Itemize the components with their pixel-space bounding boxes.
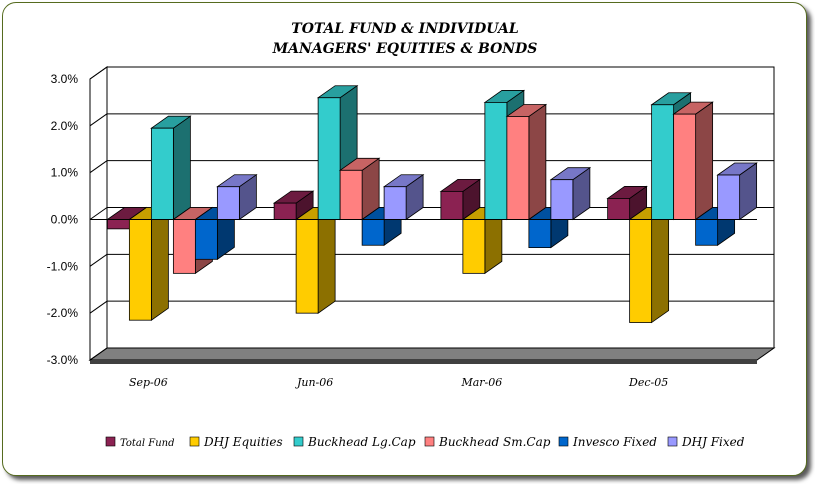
bar: [716, 162, 758, 221]
x-tick-label: Dec-05: [628, 376, 668, 389]
plot-floor: [88, 347, 776, 364]
legend-label: DHJ Equities: [203, 435, 283, 449]
bar: [382, 173, 425, 221]
legend-item: DHJ Fixed: [667, 435, 745, 449]
gridline-side: [89, 347, 108, 361]
y-tick-label: -3.0%: [47, 353, 79, 367]
bar-front: [106, 219, 130, 230]
bar-front: [128, 219, 152, 321]
bar-front: [339, 169, 363, 220]
bar-front: [361, 219, 385, 246]
bar-side: [651, 206, 670, 324]
bar-front: [629, 219, 653, 323]
legend-swatch: [293, 436, 304, 447]
legend-swatch: [424, 436, 435, 447]
gridline-side: [89, 113, 108, 127]
bar-side: [150, 206, 169, 321]
bar-front: [172, 219, 196, 274]
bar-front: [506, 116, 530, 220]
bar-front: [295, 219, 319, 314]
legend-item: Buckhead Lg.Cap: [293, 435, 416, 449]
bar: [128, 206, 170, 321]
legend-swatch: [105, 436, 116, 447]
bars: [90, 84, 758, 324]
bar-side: [695, 101, 714, 221]
bar-front: [550, 179, 574, 220]
legend-swatch: [558, 436, 569, 447]
floor-front: [90, 360, 757, 364]
legend-label: Buckhead Lg.Cap: [307, 435, 416, 449]
legend-label: Buckhead Sm.Cap: [438, 435, 551, 449]
bar: [606, 185, 648, 221]
bar-side: [317, 206, 336, 314]
legend-item: DHJ Equities: [189, 435, 283, 449]
gridline-side: [89, 66, 108, 80]
bar-side: [172, 115, 191, 221]
y-tick-label: 0.0%: [51, 213, 79, 227]
bar-front: [651, 104, 675, 220]
x-tick-label: Sep-06: [129, 376, 168, 389]
bar-front: [607, 198, 631, 220]
x-axis: Sep-06 Jun-06 Mar-06 Dec-05: [129, 376, 668, 389]
y-tick-label: 1.0%: [51, 166, 79, 180]
y-tick-label: -1.0%: [47, 259, 79, 273]
bar-front: [273, 202, 297, 220]
bar: [150, 115, 192, 221]
legend-swatch: [189, 436, 200, 447]
legend-label: DHJ Fixed: [681, 435, 745, 449]
y-tick-label: -2.0%: [47, 306, 79, 320]
gridline-side: [89, 300, 108, 314]
bar-front: [717, 174, 741, 220]
y-axis: 3.0% 2.0% 1.0% 0.0% -1.0% -2.0% -3.0%: [47, 72, 79, 367]
bar-side: [528, 103, 547, 221]
chart-title-line-2: MANAGERS' EQUITIES & BONDS: [272, 41, 538, 57]
bar: [294, 206, 337, 314]
bar-front: [150, 127, 174, 220]
gridline-side: [89, 207, 108, 220]
bar-front: [317, 97, 341, 220]
bar-front: [673, 113, 697, 220]
legend-item: Invesco Fixed: [558, 435, 657, 449]
bar: [505, 103, 548, 221]
bar-front: [194, 219, 218, 260]
legend-swatch: [667, 436, 678, 447]
bar-front: [383, 186, 407, 220]
bar: [338, 157, 381, 221]
x-tick-label: Mar-06: [460, 376, 502, 389]
gridline-side: [89, 160, 108, 174]
bar-front: [528, 219, 552, 249]
legend: Total Fund DHJ Equities Buckhead Lg.Cap Buc…: [105, 435, 745, 449]
bar: [439, 178, 482, 221]
bar: [216, 173, 258, 221]
bar: [549, 166, 592, 221]
bar: [628, 206, 670, 324]
bar-front: [216, 186, 240, 220]
gridline-side: [89, 253, 108, 267]
legend-item: Total Fund: [105, 436, 175, 449]
bar: [672, 101, 714, 221]
chart-title-line-1: TOTAL FUND & INDIVIDUAL: [291, 21, 519, 37]
y-tick-label: 2.0%: [51, 119, 79, 133]
legend-label: Invesco Fixed: [572, 435, 657, 449]
floor-top: [88, 347, 776, 361]
x-tick-label: Jun-06: [295, 376, 333, 389]
bar-front: [462, 219, 486, 274]
y-tick-label: 3.0%: [51, 72, 79, 86]
bar-front: [484, 102, 508, 220]
legend-label: Total Fund: [120, 438, 175, 449]
bar-front: [695, 219, 719, 246]
legend-item: Buckhead Sm.Cap: [424, 435, 551, 449]
bar-front: [440, 190, 464, 220]
